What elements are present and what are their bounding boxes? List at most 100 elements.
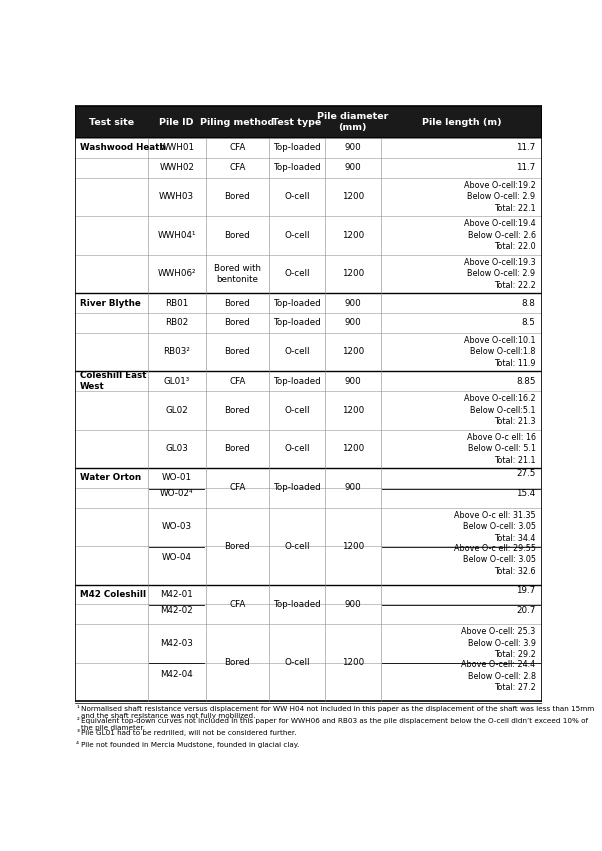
- Text: GL03: GL03: [166, 444, 188, 454]
- Text: ¹: ¹: [76, 705, 79, 711]
- Text: 15.4: 15.4: [517, 489, 536, 498]
- Text: 1200: 1200: [342, 270, 364, 278]
- Text: ⁴: ⁴: [76, 741, 79, 748]
- Text: Above O-cell:19.2
Below O-cell: 2.9
Total: 22.1: Above O-cell:19.2 Below O-cell: 2.9 Tota…: [464, 181, 536, 213]
- Text: O-cell: O-cell: [284, 231, 309, 240]
- Text: ²: ²: [76, 717, 79, 723]
- Text: 20.7: 20.7: [517, 606, 536, 614]
- Text: Pile diameter
(mm): Pile diameter (mm): [317, 112, 388, 132]
- Text: Pile GL01 had to be redrilled, will not be considered further.: Pile GL01 had to be redrilled, will not …: [81, 729, 297, 735]
- Text: GL02: GL02: [166, 406, 188, 414]
- Text: 900: 900: [344, 318, 361, 328]
- Text: Coleshill East
West: Coleshill East West: [80, 371, 146, 391]
- Text: Above O-c ell: 31.35
Below O-cell: 3.05
Total: 34.4: Above O-c ell: 31.35 Below O-cell: 3.05 …: [454, 511, 536, 543]
- Text: O-cell: O-cell: [284, 192, 309, 202]
- Text: 900: 900: [344, 483, 361, 492]
- Text: 900: 900: [344, 377, 361, 386]
- Text: Above O-cell:19.3
Below O-cell: 2.9
Total: 22.2: Above O-cell:19.3 Below O-cell: 2.9 Tota…: [464, 258, 536, 290]
- Text: Bored: Bored: [225, 541, 250, 551]
- Text: O-cell: O-cell: [284, 658, 309, 667]
- Text: CFA: CFA: [229, 144, 246, 152]
- Text: WWH02: WWH02: [159, 163, 194, 172]
- Text: 900: 900: [344, 144, 361, 152]
- Text: M42-01: M42-01: [160, 590, 193, 599]
- Text: M42-02: M42-02: [160, 606, 193, 614]
- Text: M42 Coleshill: M42 Coleshill: [80, 590, 146, 599]
- Text: Above O-cell:10.1
Below O-cell:1.8
Total: 11.9: Above O-cell:10.1 Below O-cell:1.8 Total…: [464, 336, 536, 368]
- Text: Bored: Bored: [225, 318, 250, 328]
- Text: 19.7: 19.7: [517, 586, 536, 595]
- Text: 8.85: 8.85: [516, 377, 536, 386]
- Text: O-cell: O-cell: [284, 444, 309, 454]
- Text: ³: ³: [76, 729, 79, 735]
- Text: Top-loaded: Top-loaded: [273, 144, 321, 152]
- Text: CFA: CFA: [229, 163, 246, 172]
- Text: Above O-cell:19.4
Below O-cell: 2.6
Total: 22.0: Above O-cell:19.4 Below O-cell: 2.6 Tota…: [464, 220, 536, 251]
- Text: RB01: RB01: [165, 299, 188, 307]
- Text: Above O-cell: 24.4
Below O-cell: 2.8
Total: 27.2: Above O-cell: 24.4 Below O-cell: 2.8 Tot…: [462, 660, 536, 692]
- Text: CFA: CFA: [229, 600, 246, 608]
- Text: O-cell: O-cell: [284, 270, 309, 278]
- Text: Bored: Bored: [225, 444, 250, 454]
- Text: 900: 900: [344, 163, 361, 172]
- Text: Above O-c ell: 16
Below O-cell: 5.1
Total: 21.1: Above O-c ell: 16 Below O-cell: 5.1 Tota…: [467, 433, 536, 465]
- Text: 1200: 1200: [342, 444, 364, 454]
- Text: Bored: Bored: [225, 658, 250, 667]
- Text: Top-loaded: Top-loaded: [273, 163, 321, 172]
- Text: 1200: 1200: [342, 347, 364, 357]
- Text: Bored with
bentonite: Bored with bentonite: [214, 264, 261, 283]
- Text: Top-loaded: Top-loaded: [273, 318, 321, 328]
- Text: 8.5: 8.5: [522, 318, 536, 328]
- Text: 11.7: 11.7: [517, 144, 536, 152]
- Text: Pile not founded in Mercia Mudstone, founded in glacial clay.: Pile not founded in Mercia Mudstone, fou…: [81, 741, 300, 748]
- Text: RB02: RB02: [165, 318, 188, 328]
- Text: WWH06²: WWH06²: [158, 270, 196, 278]
- Text: Test site: Test site: [89, 117, 134, 127]
- Text: Top-loaded: Top-loaded: [273, 483, 321, 492]
- Text: Above O-c ell: 29.55
Below O-cell: 3.05
Total: 32.6: Above O-c ell: 29.55 Below O-cell: 3.05 …: [453, 544, 536, 575]
- Text: M42-04: M42-04: [160, 670, 193, 679]
- Text: Bored: Bored: [225, 347, 250, 357]
- Text: RB03²: RB03²: [163, 347, 190, 357]
- Text: WO-04: WO-04: [162, 553, 191, 563]
- Text: Above O-cell: 25.3
Below O-cell: 3.9
Total: 29.2: Above O-cell: 25.3 Below O-cell: 3.9 Tot…: [461, 627, 536, 660]
- Text: Bored: Bored: [225, 406, 250, 414]
- Text: Above O-cell:16.2
Below O-cell:5.1
Total: 21.3: Above O-cell:16.2 Below O-cell:5.1 Total…: [464, 394, 536, 426]
- Text: O-cell: O-cell: [284, 541, 309, 551]
- Text: WWH03: WWH03: [159, 192, 194, 202]
- Text: CFA: CFA: [229, 483, 246, 492]
- Text: Pile length (m): Pile length (m): [421, 117, 501, 127]
- Text: 27.5: 27.5: [517, 470, 536, 478]
- Text: 11.7: 11.7: [517, 163, 536, 172]
- Text: Top-loaded: Top-loaded: [273, 600, 321, 608]
- Text: O-cell: O-cell: [284, 347, 309, 357]
- Text: WWH04¹: WWH04¹: [158, 231, 196, 240]
- Text: WWH01: WWH01: [159, 144, 194, 152]
- Text: Top-loaded: Top-loaded: [273, 377, 321, 386]
- Text: M42-03: M42-03: [160, 639, 193, 648]
- Text: 1200: 1200: [342, 406, 364, 414]
- Text: Bored: Bored: [225, 299, 250, 307]
- Text: River Blythe: River Blythe: [80, 299, 141, 307]
- Text: 900: 900: [344, 600, 361, 608]
- Text: WO-01: WO-01: [162, 473, 191, 483]
- Text: Bored: Bored: [225, 192, 250, 202]
- Text: 1200: 1200: [342, 658, 364, 667]
- Bar: [75, 106, 542, 138]
- Text: Top-loaded: Top-loaded: [273, 299, 321, 307]
- Text: 1200: 1200: [342, 192, 364, 202]
- Text: 1200: 1200: [342, 541, 364, 551]
- Text: 1200: 1200: [342, 231, 364, 240]
- Text: Pile ID: Pile ID: [160, 117, 194, 127]
- Text: Normalised shaft resistance versus displacement for WW H04 not included in this : Normalised shaft resistance versus displ…: [81, 705, 595, 719]
- Text: Equivalent top-down curves not included in this paper for WWH06 and RB03 as the : Equivalent top-down curves not included …: [81, 717, 588, 731]
- Text: O-cell: O-cell: [284, 406, 309, 414]
- Text: Washwood Heath: Washwood Heath: [80, 144, 166, 152]
- Text: Test type: Test type: [272, 117, 321, 127]
- Text: Water Orton: Water Orton: [80, 473, 141, 483]
- Text: WO-02⁴: WO-02⁴: [160, 489, 193, 498]
- Text: CFA: CFA: [229, 377, 246, 386]
- Text: 8.8: 8.8: [522, 299, 536, 307]
- Text: Bored: Bored: [225, 231, 250, 240]
- Text: WO-03: WO-03: [162, 523, 192, 531]
